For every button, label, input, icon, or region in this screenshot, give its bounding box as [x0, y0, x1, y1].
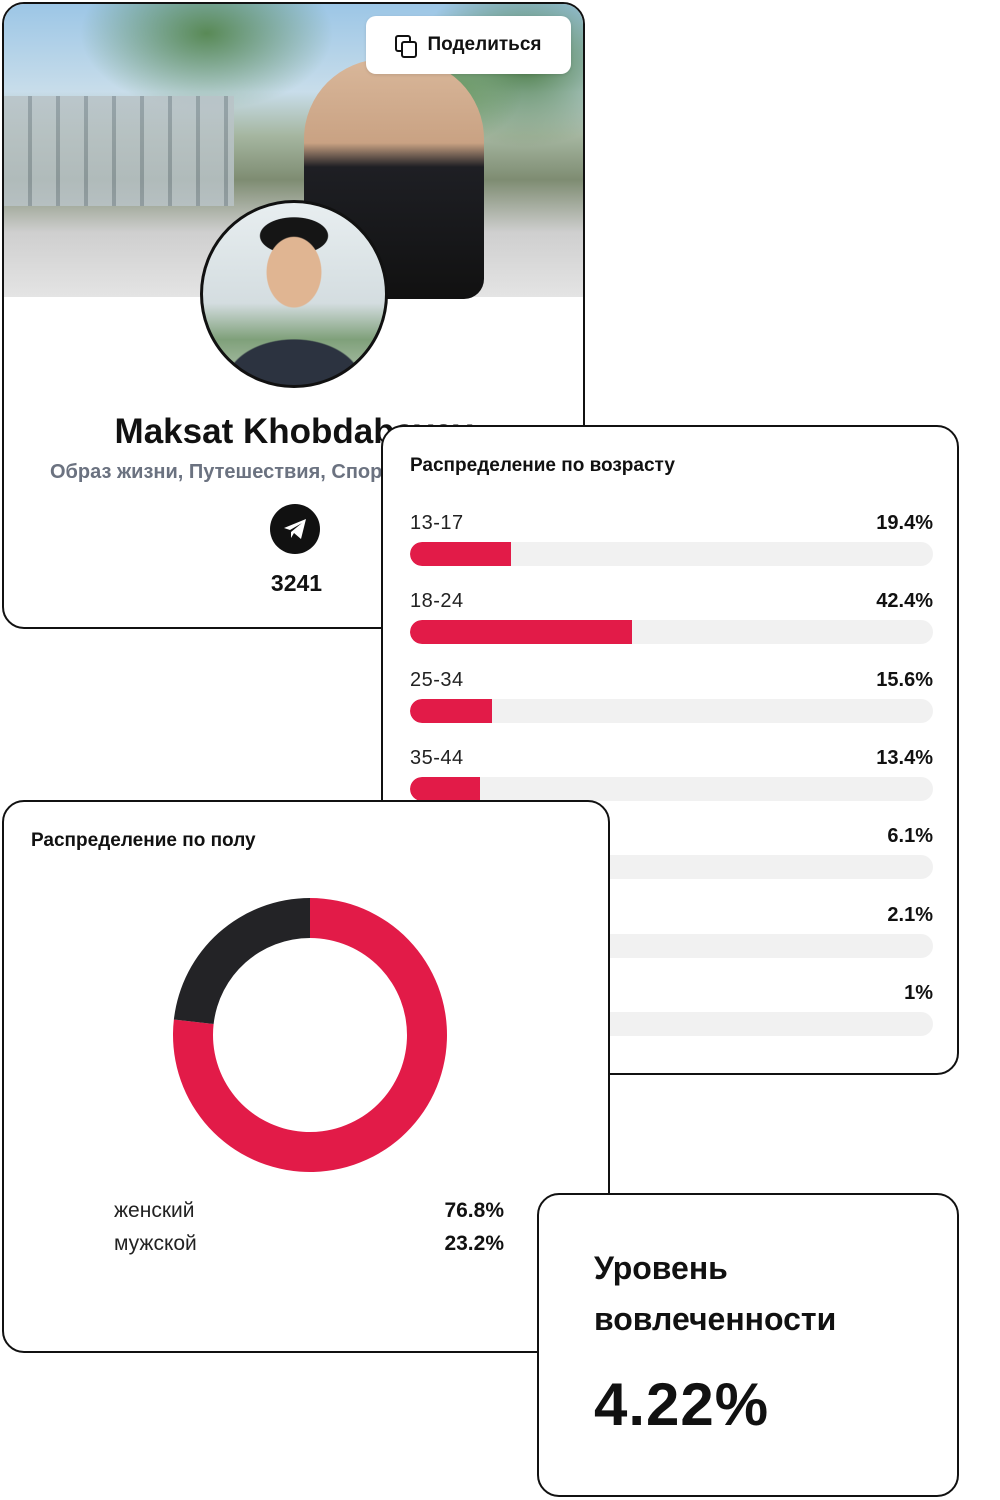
legend-value-female: 76.8%: [444, 1199, 504, 1222]
gender-donut-chart: [173, 898, 448, 1172]
donut-slice-male: [173, 898, 310, 1025]
profile-categories: Образ жизни, Путешествия, Спорт: [50, 461, 392, 483]
age-bar-fill: [410, 776, 481, 801]
age-bar-track: [410, 698, 933, 723]
legend-value-male: 23.2%: [444, 1232, 504, 1255]
gender-distribution-card: Распределение по полу женский 76.8% мужс…: [2, 800, 610, 1353]
age-row-label: 13-17: [410, 512, 464, 534]
age-row: 13-17 19.4%: [410, 512, 933, 572]
age-row-label: 18-24: [410, 590, 464, 613]
age-distribution-title: Распределение по возрасту: [410, 455, 675, 476]
telegram-icon[interactable]: [270, 504, 320, 554]
engagement-card: Уровень вовлеченности 4.22%: [537, 1193, 959, 1497]
legend-label-male: мужской: [114, 1232, 197, 1255]
age-bar-fill: [410, 698, 492, 723]
age-row: 18-24 42.4%: [410, 590, 933, 650]
age-row-label: 25-34: [410, 668, 464, 691]
legend-label-female: женский: [114, 1199, 195, 1222]
cover-building: [4, 96, 234, 206]
age-bar-track: [410, 776, 933, 801]
age-row-label: 35-44: [410, 746, 464, 769]
age-row-value: 13.4%: [876, 746, 933, 769]
age-row-value: 19.4%: [876, 512, 933, 534]
gender-distribution-title: Распределение по полу: [31, 830, 256, 851]
age-row: 25-34 15.6%: [410, 669, 933, 729]
avatar[interactable]: [200, 200, 388, 388]
engagement-value: 4.22%: [594, 1371, 770, 1438]
engagement-title: Уровень вовлеченности: [594, 1250, 837, 1337]
age-bar-fill: [410, 542, 512, 566]
age-row: 35-44 13.4%: [410, 747, 933, 807]
age-bar-fill: [410, 620, 632, 645]
followers-count: 3241: [270, 570, 323, 596]
age-row-value: 42.4%: [876, 590, 933, 613]
age-row-value: 1%: [904, 981, 933, 1004]
age-row-value: 2.1%: [887, 903, 933, 926]
age-bar-track: [410, 542, 933, 566]
share-button[interactable]: Поделиться: [366, 16, 571, 74]
profile-card: Поделиться Maksat Khobdabayev Образ жизн…: [2, 2, 585, 629]
share-button-label: Поделиться: [427, 34, 542, 55]
age-distribution-card: Распределение по возрасту 13-17 19.4% 18-2…: [381, 425, 959, 1075]
age-bar-track: [410, 620, 933, 645]
copy-icon: [395, 35, 418, 58]
age-row-value: 15.6%: [876, 668, 933, 691]
age-row-value: 6.1%: [887, 825, 933, 848]
